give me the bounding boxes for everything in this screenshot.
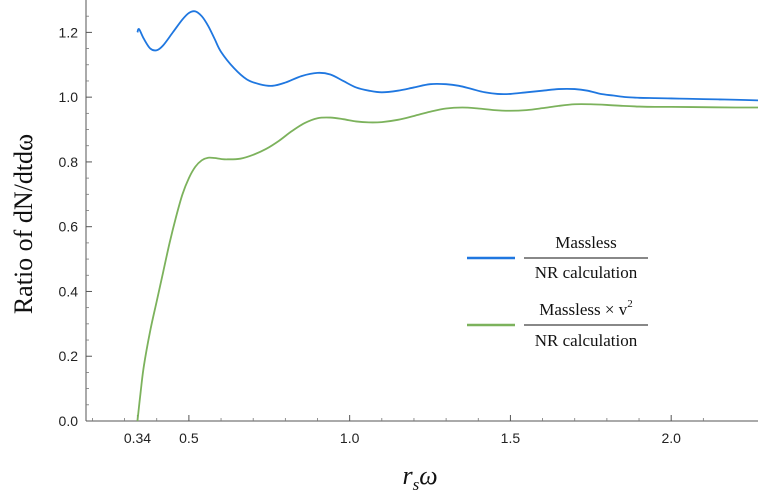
y-tick-label: 0.8 bbox=[59, 154, 79, 170]
legend-numerator-1: Massless × v2 bbox=[539, 298, 633, 319]
x-axis-title: rsω bbox=[402, 461, 437, 494]
axes: 0.34 0.5 1.0 1.5 2.0 0.0 0.2 0.4 0.6 0.8 1.0 1.2 bbox=[59, 0, 758, 446]
x-axis-title-tail: ω bbox=[419, 461, 437, 490]
x-axis-title-main: r bbox=[402, 461, 413, 490]
series-line-1 bbox=[136, 103, 758, 422]
y-tick-label: 0.6 bbox=[59, 219, 79, 235]
legend-numerator-1-suffix: × v bbox=[601, 300, 628, 319]
x-tick-label: 0.5 bbox=[179, 430, 199, 446]
y-tick-label: 0.4 bbox=[59, 283, 79, 299]
legend-numerator-0: Massless bbox=[555, 233, 616, 252]
y-tick-label: 0.2 bbox=[59, 348, 79, 364]
x-axis-title-subscript: s bbox=[413, 475, 420, 494]
series-layer bbox=[136, 10, 758, 422]
y-tick-label: 0.0 bbox=[59, 413, 79, 429]
series-line-0 bbox=[136, 10, 758, 102]
x-tick-label: 2.0 bbox=[661, 430, 681, 446]
legend-entry-0: Massless NR calculation bbox=[467, 233, 648, 282]
y-axis-title: Ratio of dN/dtdω bbox=[9, 134, 38, 314]
legend-denominator-1: NR calculation bbox=[535, 331, 638, 350]
legend-denominator-0: NR calculation bbox=[535, 263, 638, 282]
legend: Massless NR calculation Massless × v2 NR… bbox=[467, 233, 648, 350]
legend-numerator-1-text: Massless bbox=[539, 300, 600, 319]
y-tick-label: 1.0 bbox=[59, 89, 79, 105]
x-tick-label: 1.5 bbox=[501, 430, 521, 446]
y-tick-label: 1.2 bbox=[59, 24, 79, 40]
legend-numerator-0-text: Massless bbox=[555, 233, 616, 252]
legend-entry-1: Massless × v2 NR calculation bbox=[467, 298, 648, 350]
x-tick-label: 1.0 bbox=[340, 430, 360, 446]
x-tick-label: 0.34 bbox=[124, 430, 151, 446]
legend-numerator-1-power: 2 bbox=[627, 298, 633, 310]
